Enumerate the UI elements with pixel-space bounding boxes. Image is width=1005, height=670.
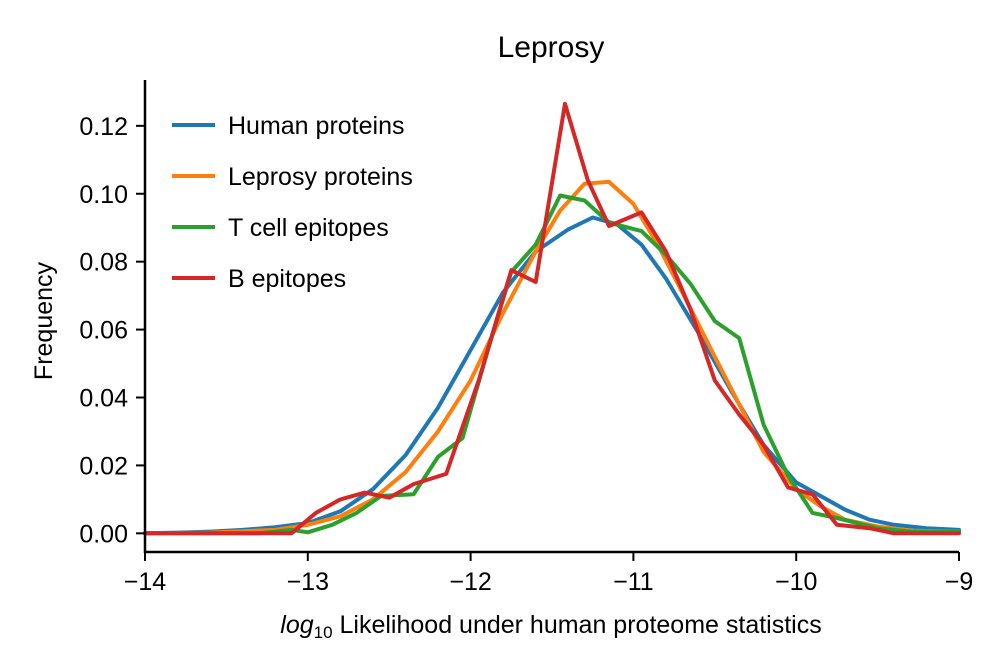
series-layer bbox=[143, 101, 961, 536]
x-tick-label: −10 bbox=[775, 568, 817, 596]
x-axis-label-sub: 10 bbox=[314, 623, 333, 642]
x-axis-label-log: log bbox=[280, 611, 313, 639]
legend-label: T cell epitopes bbox=[228, 214, 389, 242]
series-line-4 bbox=[143, 101, 961, 536]
y-tick-label: 0.08 bbox=[79, 249, 128, 277]
x-axis-label-rest: Likelihood under human proteome statisti… bbox=[333, 611, 822, 639]
x-tick-label: −9 bbox=[945, 568, 974, 596]
y-tick-label: 0.04 bbox=[79, 384, 128, 412]
series-line-2 bbox=[143, 179, 961, 536]
y-tick-label: 0.02 bbox=[79, 452, 128, 480]
legend-label: Leprosy proteins bbox=[228, 163, 413, 191]
y-tick-label: 0.00 bbox=[79, 520, 128, 548]
y-tick-label: 0.06 bbox=[79, 317, 128, 345]
y-tick-label: 0.10 bbox=[79, 181, 128, 209]
x-tick-label: −11 bbox=[613, 568, 654, 596]
y-ticks: 0.00 0.02 0.04 0.06 0.08 0.10 0.12 bbox=[79, 113, 145, 548]
y-tick-label: 0.12 bbox=[79, 113, 128, 141]
legend-label: B epitopes bbox=[228, 265, 346, 293]
x-tick-label: −12 bbox=[449, 568, 491, 596]
legend-label: Human proteins bbox=[228, 112, 404, 140]
x-ticks: −14 −13 −12 −11 −10 −9 bbox=[124, 552, 973, 596]
x-axis-label: log10 Likelihood under human proteome st… bbox=[280, 611, 821, 642]
series-line-3 bbox=[143, 193, 961, 536]
y-axis-label: Frequency bbox=[30, 261, 58, 380]
chart-title: Leprosy bbox=[498, 31, 605, 64]
series-line-1 bbox=[143, 215, 961, 536]
legend: Human proteins Leprosy proteins T cell epi… bbox=[172, 112, 413, 293]
x-tick-label: −13 bbox=[287, 568, 329, 596]
x-tick-label: −14 bbox=[124, 568, 167, 596]
